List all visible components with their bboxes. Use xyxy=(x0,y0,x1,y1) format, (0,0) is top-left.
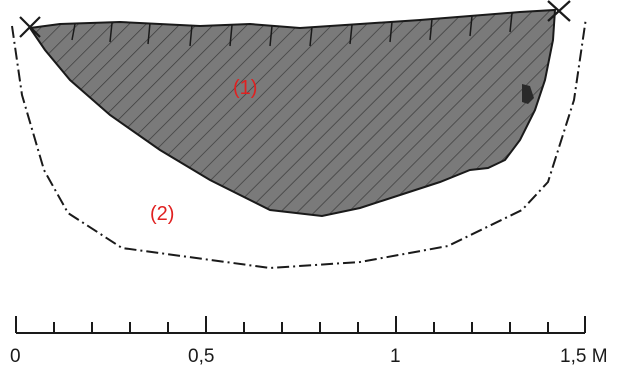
region-2-outline xyxy=(11,17,587,270)
region-1-area xyxy=(28,8,557,218)
scale-bar xyxy=(15,316,586,334)
x-cross-icon xyxy=(547,0,571,22)
inclusion-mark xyxy=(522,84,534,104)
scale-label-0-5: 0,5 xyxy=(188,346,214,367)
x-cross-icon xyxy=(19,16,41,38)
scale-label-1: 1 xyxy=(390,346,401,367)
region-2-label: (2) xyxy=(150,203,174,225)
surface-ticks xyxy=(71,12,513,47)
region-1-label: (1) xyxy=(233,77,257,99)
scale-label-0: 0 xyxy=(10,346,21,367)
scale-label-1-5: 1,5 M xyxy=(560,346,608,367)
